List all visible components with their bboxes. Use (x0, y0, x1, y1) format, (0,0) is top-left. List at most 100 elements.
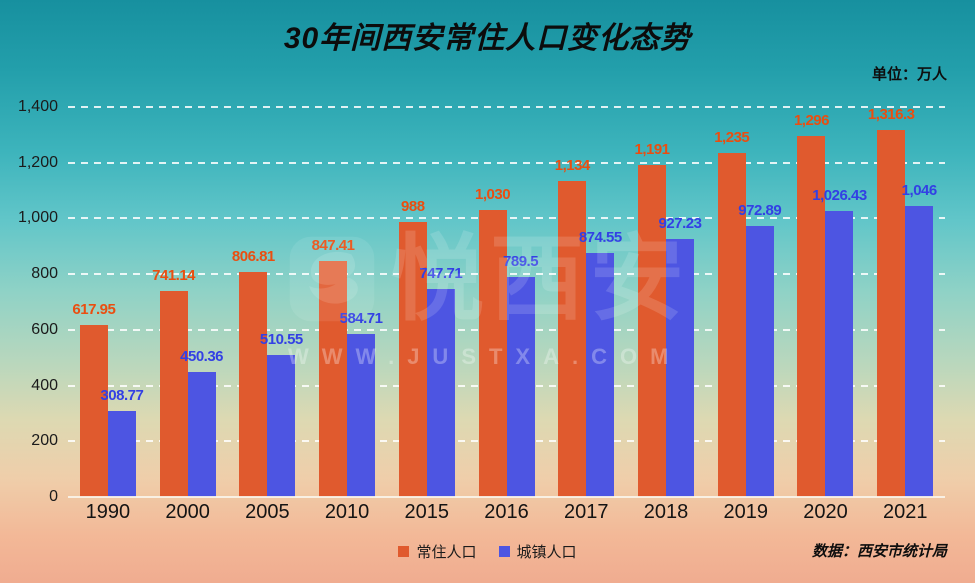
bar-group-2017: 1,134 874.55 (546, 107, 626, 497)
bar-group-1990: 617.95 308.77 (68, 107, 148, 497)
bar-value-label: 1,296 (793, 111, 830, 129)
x-tick-label-2005: 2005 (245, 501, 290, 523)
bar-value-label: 747.71 (419, 264, 463, 282)
bar-wrap: 584.71 (340, 107, 383, 497)
urban-bar-2020 (825, 211, 854, 497)
bar-wrap: 1,296 (794, 107, 829, 497)
data-source-label: 数据：西安市统计局 (811, 543, 947, 560)
y-tick-label: 800 (31, 265, 58, 283)
bar-group-2018: 1,191 927.23 (626, 107, 706, 497)
bar-group-2016: 1,030 789.5 (467, 107, 547, 497)
bar-value-label: 450.36 (180, 347, 224, 365)
bar-wrap: 806.81 (232, 107, 275, 497)
y-tick-label: 400 (31, 376, 58, 394)
bar-wrap: 988 (398, 107, 427, 497)
unit-label: 单位：万人 (871, 66, 947, 83)
bar-value-label: 1,134 (554, 157, 591, 175)
x-tick-label-2021: 2021 (882, 501, 928, 523)
chart-legend: 常住人口 城镇人口 (0, 541, 975, 562)
urban-bar-2000 (187, 371, 216, 497)
gridline (68, 161, 945, 164)
resident-bar-2000 (159, 290, 188, 497)
urban-bar-1990 (107, 411, 136, 497)
bar-wrap: 1,316.3 (868, 106, 915, 497)
bar-value-label: 510.55 (259, 330, 303, 348)
bar-value-label: 1,191 (634, 141, 670, 159)
legend-item-resident: 常住人口 (398, 541, 477, 562)
bar-group-2021: 1,316.3 1,046 (865, 106, 945, 497)
urban-bar-2017 (586, 253, 615, 497)
bar-value-label: 972.89 (738, 201, 782, 219)
bar-group-2010: 847.41 584.71 (307, 107, 387, 497)
bar-group-2020: 1,296 1,026.43 (786, 107, 867, 497)
bar-value-label: 806.81 (231, 248, 275, 266)
bar-wrap: 741.14 (152, 107, 196, 497)
bar-value-label: 988 (401, 197, 425, 215)
legend-label-urban: 城镇人口 (516, 544, 577, 561)
resident-bar-2018 (638, 165, 666, 497)
bar-value-label: 1,030 (475, 186, 511, 204)
bar-value-label: 1,046 (901, 181, 938, 199)
urban-bar-2015 (426, 288, 455, 497)
y-tick-label: 200 (31, 432, 58, 450)
resident-bar-2015 (398, 221, 427, 497)
bar-value-label: 927.23 (658, 214, 702, 232)
resident-bar-2016 (478, 210, 507, 497)
x-tick-label-2020: 2020 (803, 501, 848, 523)
bar-group-2015: 988 747.71 (387, 107, 467, 497)
bar-wrap: 308.77 (100, 107, 144, 497)
gridline (68, 106, 945, 108)
x-tick-label-2015: 2015 (404, 501, 450, 523)
urban-bar-2021 (905, 205, 934, 497)
bar-wrap: 510.55 (260, 107, 303, 497)
x-tick-label-2018: 2018 (643, 501, 689, 523)
bar-wrap: 450.36 (180, 107, 224, 497)
urban-bar-2010 (347, 334, 376, 497)
x-tick-label-2000: 2000 (165, 501, 210, 523)
bar-wrap: 927.23 (659, 107, 702, 497)
y-tick-label: 600 (31, 320, 58, 338)
bar-wrap: 1,030 (475, 107, 511, 497)
bar-value-label: 584.71 (339, 310, 383, 328)
y-tick-label: 0 (49, 488, 58, 505)
bar-value-label: 617.95 (72, 300, 116, 318)
bar-wrap: 617.95 (72, 107, 116, 497)
bar-wrap: 789.5 (503, 107, 539, 497)
x-tick-label-1990: 1990 (85, 501, 131, 523)
bar-wrap: 747.71 (419, 107, 463, 497)
legend-swatch-urban (498, 546, 510, 557)
urban-bar-2005 (267, 354, 296, 497)
resident-bar-2010 (319, 260, 348, 497)
bar-group-2000: 741.14 450.36 (148, 107, 228, 497)
urban-bar-2019 (745, 225, 774, 497)
bar-value-label: 1,235 (714, 128, 750, 146)
resident-bar-2021 (877, 130, 906, 497)
resident-bar-1990 (79, 324, 108, 497)
resident-bar-2020 (797, 135, 826, 497)
plot-area: 617.95 308.77 741.14 450.36 806.81 510.55 847.… (68, 106, 945, 498)
bar-value-label: 741.14 (152, 266, 196, 284)
legend-swatch-resident (398, 546, 410, 557)
bar-group-2005: 806.81 510.55 (227, 107, 307, 497)
bar-value-label: 1,316.3 (867, 106, 915, 124)
x-axis-baseline (68, 496, 945, 498)
resident-bar-2005 (239, 272, 268, 497)
bar-wrap: 1,235 (714, 107, 750, 497)
page-title: 30年间西安常住人口变化态势 (283, 22, 692, 55)
bar-wrap: 1,046 (902, 107, 937, 497)
bar-groups: 617.95 308.77 741.14 450.36 806.81 510.55 847.… (68, 106, 945, 497)
legend-label-resident: 常住人口 (416, 544, 477, 561)
bar-value-label: 1,026.43 (812, 187, 867, 205)
bar-wrap: 874.55 (579, 107, 622, 497)
resident-bar-2019 (717, 152, 746, 497)
urban-bar-2018 (666, 238, 694, 497)
bar-wrap: 972.89 (738, 107, 782, 497)
y-axis: 0 200 400 600 800 1,000 1,200 1,400 (0, 98, 60, 505)
y-tick-label: 1,200 (17, 153, 58, 171)
y-tick-label: 1,400 (17, 98, 58, 115)
bar-wrap: 1,134 (555, 107, 590, 497)
bar-group-2019: 1,235 972.89 (706, 107, 786, 497)
x-tick-label-2016: 2016 (484, 501, 529, 523)
bar-wrap: 1,026.43 (812, 107, 867, 497)
